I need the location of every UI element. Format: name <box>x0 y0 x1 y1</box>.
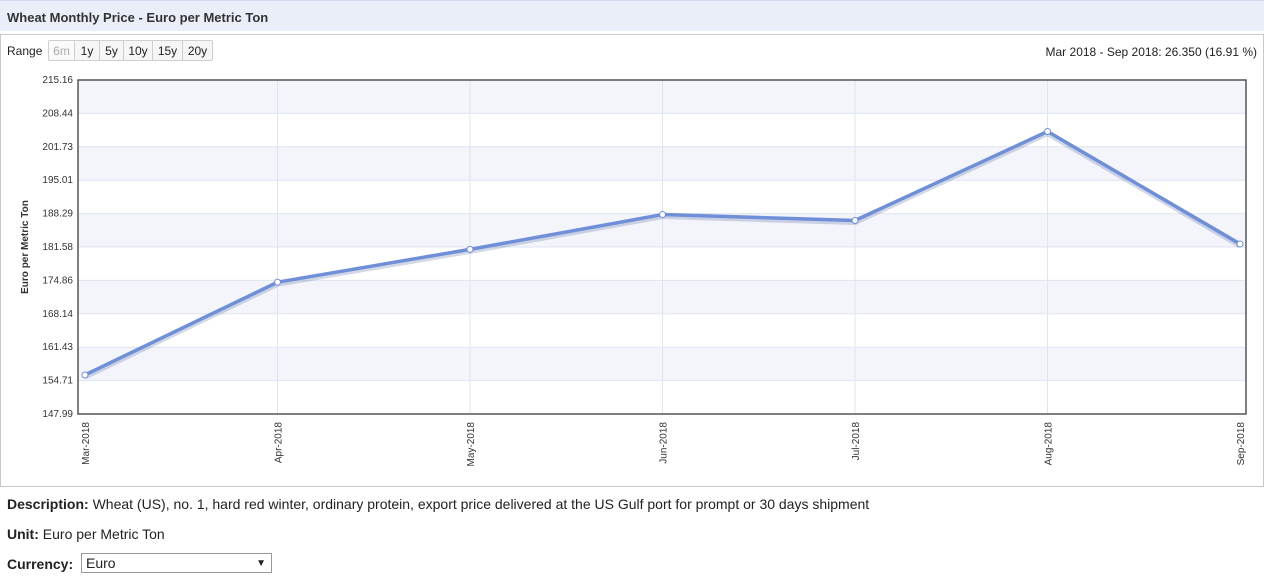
y-tick-label: 168.14 <box>42 309 73 320</box>
y-tick-label: 215.16 <box>42 75 73 86</box>
x-tick-label: Jul-2018 <box>851 422 862 461</box>
unit-text: Euro per Metric Ton <box>42 526 165 542</box>
range-6m-button[interactable]: 6m <box>48 40 75 61</box>
data-point <box>466 245 474 253</box>
currency-select[interactable]: Euro ▼ <box>81 553 272 573</box>
y-tick-label: 161.43 <box>42 342 73 353</box>
currency-label: Currency: <box>7 556 74 572</box>
y-axis-title: Euro per Metric Ton <box>20 200 31 294</box>
chart-header: Wheat Monthly Price - Euro per Metric To… <box>0 0 1264 31</box>
data-point <box>851 217 859 225</box>
y-tick-label: 154.71 <box>42 376 73 387</box>
x-tick-label: May-2018 <box>466 422 477 467</box>
x-tick-label: Jun-2018 <box>659 422 670 464</box>
plot-border <box>77 79 1247 415</box>
description-text: Wheat (US), no. 1, hard red winter, ordi… <box>92 496 870 512</box>
x-tick-label: Aug-2018 <box>1044 422 1055 466</box>
range-selector: 6m 1y 5y 10y 15y 20y <box>48 40 213 61</box>
y-tick-label: 195.01 <box>42 175 73 186</box>
x-tick-label: Apr-2018 <box>274 422 285 464</box>
data-point <box>274 278 281 286</box>
chart-title: Wheat Monthly Price - Euro per Metric To… <box>7 10 269 25</box>
x-tick-label: Mar-2018 <box>81 422 92 465</box>
dropdown-arrow-icon: ▼ <box>256 558 266 569</box>
y-tick-label: 174.86 <box>42 275 73 286</box>
range-20y-button[interactable]: 20y <box>183 40 213 61</box>
y-tick-label: 201.73 <box>42 142 73 153</box>
range-10y-button[interactable]: 10y <box>124 40 153 61</box>
range-label: Range <box>7 44 43 58</box>
data-point <box>1044 128 1051 136</box>
range-5y-button[interactable]: 5y <box>100 40 124 61</box>
y-tick-label: 181.58 <box>42 242 73 253</box>
currency-selected-value: Euro <box>86 555 116 571</box>
range-summary: Mar 2018 - Sep 2018: 26.350 (16.91 %) <box>1045 45 1257 59</box>
unit: Unit: Euro per Metric Ton <box>7 526 165 542</box>
unit-label: Unit: <box>7 526 39 542</box>
range-15y-button[interactable]: 15y <box>153 40 183 61</box>
description-label: Description: <box>7 496 89 512</box>
x-tick-label: Sep-2018 <box>1236 422 1247 466</box>
y-tick-label: 188.29 <box>42 209 73 220</box>
y-tick-label: 208.44 <box>42 108 73 119</box>
data-point <box>659 211 666 219</box>
y-tick-label: 147.99 <box>42 409 73 420</box>
description: Description: Wheat (US), no. 1, hard red… <box>7 496 869 512</box>
data-point <box>1236 240 1244 248</box>
price-line-chart: 215.16 208.44 201.73 195.01 188.29 181.58 174.… <box>20 75 1247 467</box>
range-1y-button[interactable]: 1y <box>75 40 100 61</box>
data-point <box>81 371 89 379</box>
